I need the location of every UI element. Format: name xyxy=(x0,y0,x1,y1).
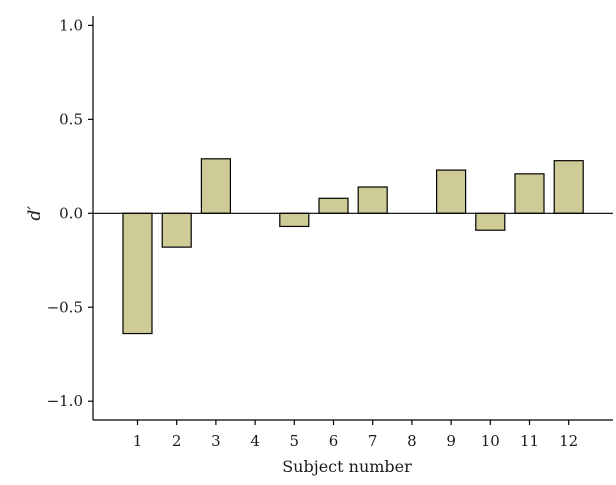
x-axis-label: Subject number xyxy=(282,457,412,476)
x-tick-label: 4 xyxy=(250,432,260,450)
x-axis: 1 2 3 4 5 6 7 8 9 10 11 12 xyxy=(93,419,613,450)
y-axis-label: d′ xyxy=(25,206,45,221)
y-tick-label: 0.0 xyxy=(59,204,83,222)
bar-subject-10 xyxy=(475,212,506,231)
x-tick-label: 12 xyxy=(559,432,578,450)
bar-subject-3 xyxy=(200,158,231,214)
bar-subject-5 xyxy=(279,212,310,228)
x-ticks: 1 2 3 4 5 6 7 8 9 10 11 12 xyxy=(133,420,578,450)
bar-subject-12 xyxy=(553,160,584,214)
x-tick-label: 9 xyxy=(446,432,456,450)
x-tick-label: 8 xyxy=(407,432,417,450)
bar-subject-9 xyxy=(436,169,467,214)
x-tick-label: 11 xyxy=(520,432,539,450)
bar-subject-2 xyxy=(161,212,192,248)
y-tick-label: 1.0 xyxy=(59,16,83,34)
bars xyxy=(122,158,584,335)
x-tick-label: 7 xyxy=(368,432,378,450)
y-tick-label: 0.5 xyxy=(59,110,83,128)
bar-subject-11 xyxy=(514,173,545,214)
bar-subject-6 xyxy=(318,197,349,214)
bar-subject-7 xyxy=(357,186,388,214)
x-tick-label: 10 xyxy=(481,432,500,450)
y-tick-label: −1.0 xyxy=(47,392,83,410)
x-tick-label: 2 xyxy=(172,432,182,450)
x-tick-label: 3 xyxy=(211,432,221,450)
y-axis: 1.0 0.5 0.0 −0.5 −1.0 xyxy=(47,16,94,420)
bar-subject-1 xyxy=(122,212,153,335)
y-tick-label: −0.5 xyxy=(47,298,83,316)
y-ticks: 1.0 0.5 0.0 −0.5 −1.0 xyxy=(47,16,93,410)
x-tick-label: 1 xyxy=(133,432,143,450)
x-tick-label: 6 xyxy=(329,432,339,450)
x-tick-label: 5 xyxy=(290,432,300,450)
